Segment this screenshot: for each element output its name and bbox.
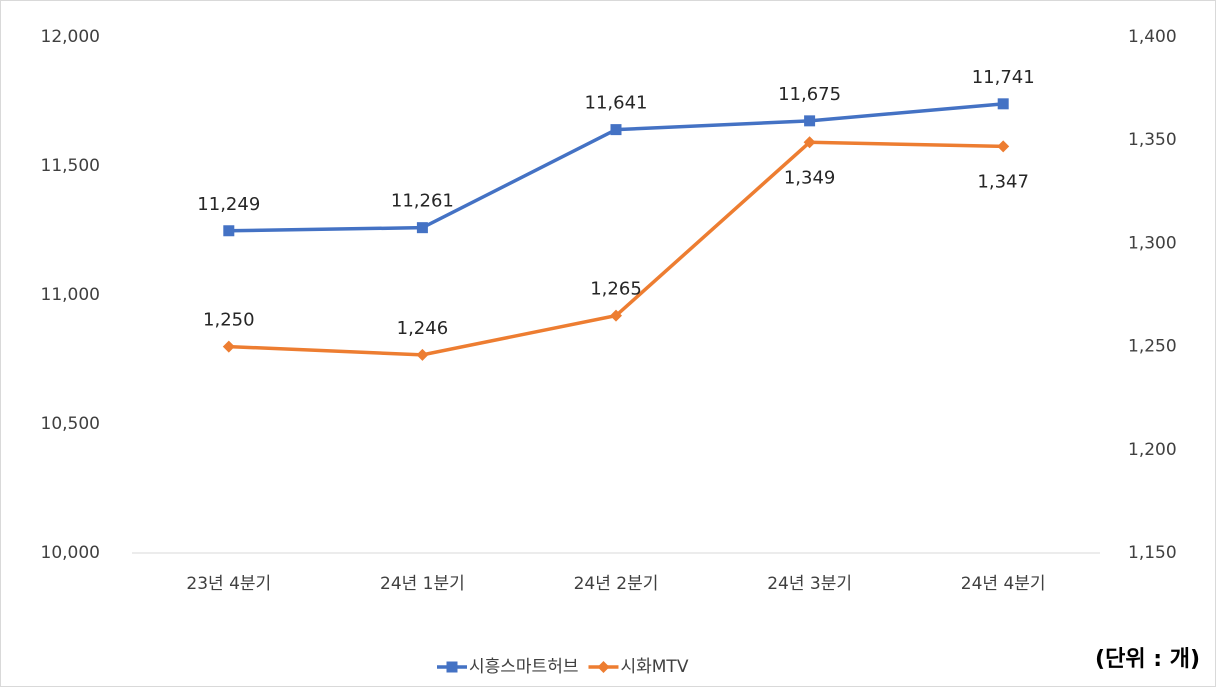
marker [223,225,235,237]
marker [997,140,1010,153]
y-tick-label: 11,500 [41,156,100,176]
y2-tick-label: 1,200 [1128,440,1177,460]
data-label: 11,261 [391,191,454,212]
y2-tick-label: 1,400 [1128,27,1177,47]
data-label: 11,675 [778,84,841,105]
data-label: 1,347 [977,171,1029,192]
x-tick-label: 24년 1분기 [380,574,465,594]
marker [997,98,1009,110]
data-label: 11,249 [197,194,260,215]
data-label: 1,265 [590,279,642,300]
data-label: 11,641 [585,93,648,114]
marker [446,661,458,673]
y2-tick-label: 1,300 [1128,233,1177,253]
data-label: 1,250 [203,310,255,331]
y-tick-label: 11,000 [41,285,100,305]
marker [416,348,429,361]
x-tick-label: 24년 3분기 [767,574,852,594]
y2-tick-label: 1,150 [1128,543,1177,563]
legend-label: 시흥스마트허브 [469,657,578,677]
x-tick-label: 24년 4분기 [961,574,1046,594]
marker [597,661,610,673]
data-label: 11,741 [972,67,1035,88]
marker [416,222,428,234]
x-tick-label: 24년 2분기 [574,574,659,594]
y-tick-label: 12,000 [41,27,100,47]
y2-tick-label: 1,350 [1128,130,1177,150]
marker [804,115,816,127]
marker [610,309,622,322]
y2-tick-label: 1,250 [1128,337,1177,357]
marker [610,124,622,136]
y-tick-label: 10,000 [41,543,100,563]
data-label: 1,349 [784,167,836,188]
unit-note: (단위 : 개) [1095,647,1200,672]
data-label: 1,246 [397,318,449,339]
x-tick-label: 23년 4분기 [186,574,271,594]
marker [803,136,816,149]
marker [222,340,235,353]
y-tick-label: 10,500 [41,414,100,434]
legend-label: 시화MTV [620,657,688,677]
